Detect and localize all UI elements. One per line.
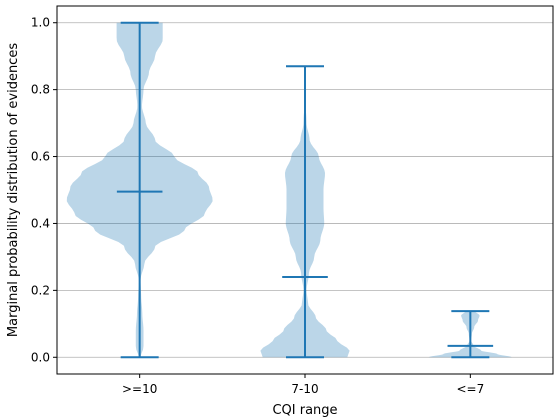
y-tick-label: 0.8 [31,83,50,97]
x-axis-label: CQI range [272,403,337,418]
y-tick-label: 0.4 [31,216,50,230]
x-tick-label: <=7 [456,382,484,396]
violin-bodies [66,22,512,358]
y-tick-label: 0.6 [31,150,50,164]
y-tick-label: 1.0 [31,16,50,30]
axis-ticks: 0.0 0.2 0.4 0.6 0.8 1.0 >=10 7-10 <=7 [31,16,484,396]
y-tick-label: 0.0 [31,350,50,364]
x-tick-label: 7-10 [291,382,318,396]
y-tick-label: 0.2 [31,283,50,297]
violin-stat-lines [116,21,494,359]
x-tick-label: >=10 [122,382,157,396]
y-axis-label: Marginal probability distribution of evi… [6,43,21,337]
